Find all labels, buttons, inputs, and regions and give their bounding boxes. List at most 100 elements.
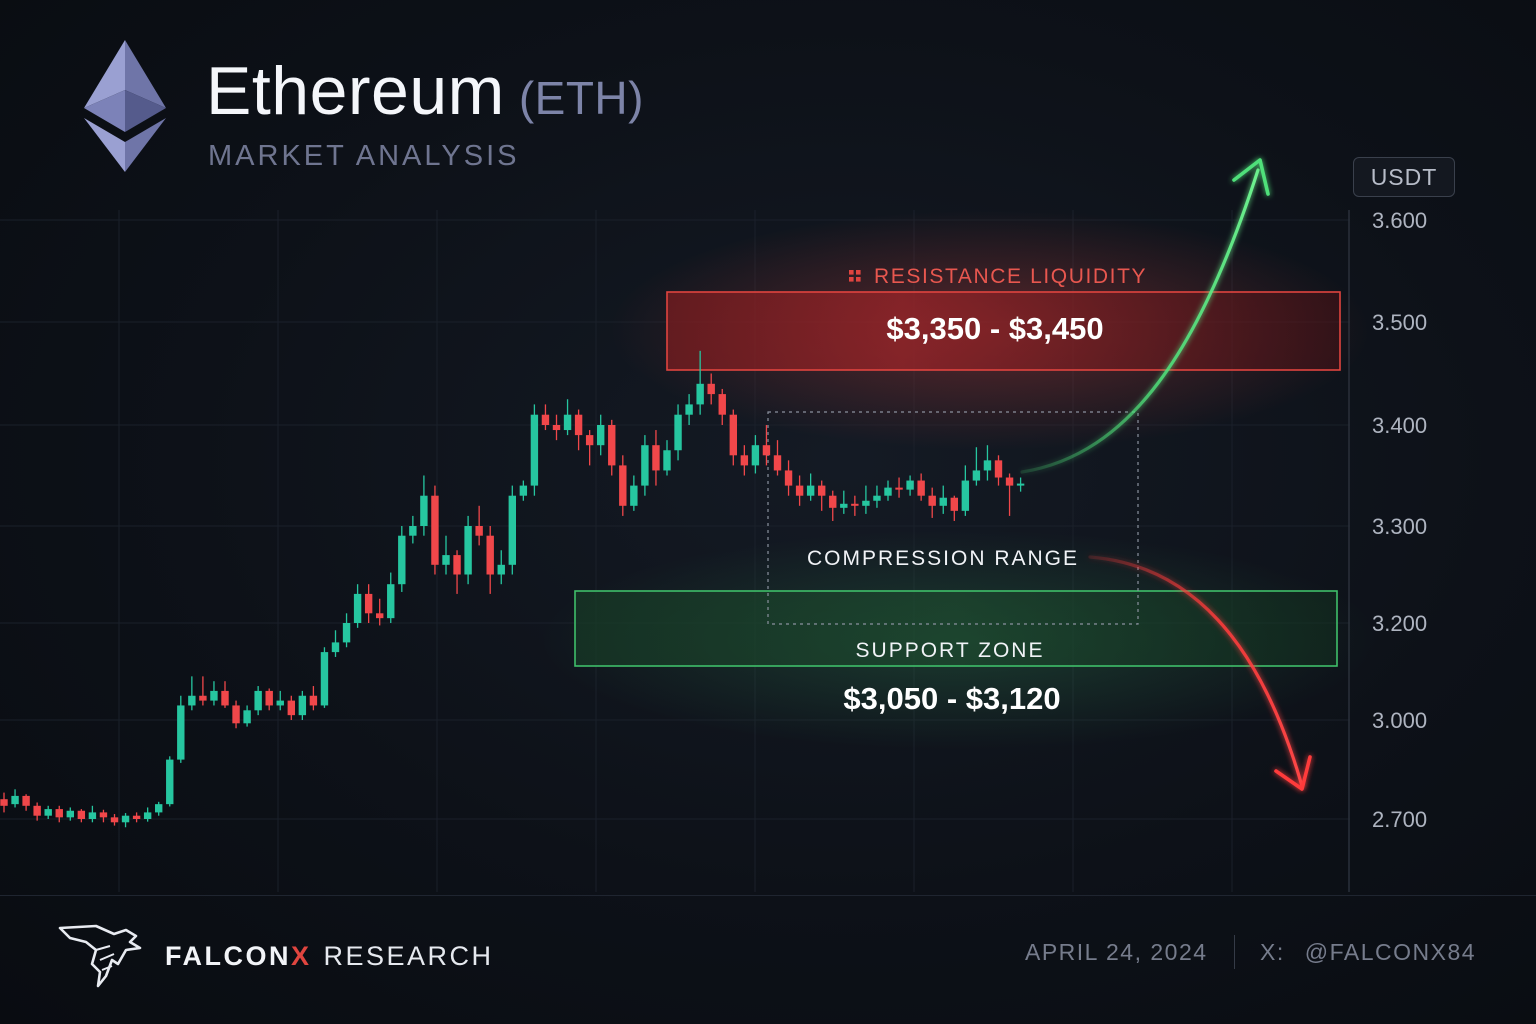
candle-body [166,759,174,805]
candle-body [77,810,86,819]
candle-body [840,503,848,508]
candle-body [243,710,251,724]
candle-body [1005,477,1014,486]
candle-body [265,690,273,706]
candle-body [199,695,207,701]
candle-body [121,815,130,823]
candle [77,809,86,823]
candle [906,475,914,496]
footer: FALCONX RESEARCH APRIL 24, 2024 X: @FALCON… [0,895,1536,1024]
candle-body [55,809,63,818]
y-axis-tick-label: 3.200 [1372,611,1427,636]
candle [143,807,152,822]
candle [608,419,616,476]
bullish-arrow-head [1232,158,1270,196]
candle [99,809,108,823]
candle-body [917,480,925,496]
candle-body [398,535,406,585]
candle-body [806,485,815,496]
candle-body [519,485,528,496]
candle [453,550,461,594]
candle-body [563,414,572,431]
meta-divider [1234,935,1235,969]
candle-body [44,809,52,816]
candle-body [862,500,870,506]
candle-body [420,495,428,526]
candle [552,414,561,441]
candle [917,473,925,501]
candle [353,584,362,628]
candle-body [210,690,218,701]
resistance-zone [666,291,1341,371]
candle-body [972,470,981,481]
candle-body [298,695,307,716]
candle-body [950,497,958,511]
candle [840,490,848,514]
candle-body [376,613,384,619]
candle [1016,477,1025,492]
candle [597,414,605,456]
candle [563,399,572,436]
candle-body [773,455,782,471]
dot [849,277,854,282]
dot [856,270,861,275]
candle [928,487,936,518]
dot [856,277,861,282]
candle-body [961,480,970,511]
candle-body [309,695,318,706]
candle-body [530,414,539,486]
candle-body [464,526,472,575]
candle [751,435,760,474]
candle-body [851,503,859,506]
page-title: Ethereum (ETH) [206,52,644,130]
candle-body [597,425,605,446]
candle [33,802,41,821]
candle [243,705,251,727]
candle-body [33,805,41,816]
candle [718,388,726,425]
candle-body [1016,483,1025,486]
candle [210,681,218,706]
candle [851,495,859,516]
candle [110,814,119,826]
dot [849,270,854,275]
candle [232,700,240,729]
candle-body [11,795,19,805]
brand-suffix: RESEARCH [323,941,494,971]
candle [873,485,881,508]
bullish-arrow [1020,168,1260,474]
candle [431,485,439,575]
candle-body [751,445,760,466]
ethereum-icon [84,40,166,172]
candle [132,812,141,823]
candle [155,801,163,816]
candle [1005,473,1014,516]
support-zone [574,590,1338,667]
candle [387,572,395,623]
candle [442,535,450,575]
candle-body [729,414,737,456]
candle-body [232,705,240,724]
candle [939,485,947,514]
candle [342,613,351,648]
candle-body [928,495,936,506]
candle-body [508,495,516,565]
candle-body [630,485,638,506]
candle-body [409,526,417,536]
y-axis-tick-label: 2.700 [1372,807,1427,832]
candle [420,475,428,536]
candle-body [994,460,1003,478]
social-handle: X: @FALCONX84 [1260,939,1476,966]
candle-body [364,593,373,614]
candle [331,630,340,657]
candle-body [88,812,97,819]
resistance-title: RESISTANCE LIQUIDITY [874,265,1147,288]
candle-body [641,445,649,486]
candle [585,430,594,466]
candle [88,805,97,823]
candle-body [829,495,837,508]
candle [486,526,494,594]
candle-body [585,435,594,446]
candle-body [22,795,30,806]
